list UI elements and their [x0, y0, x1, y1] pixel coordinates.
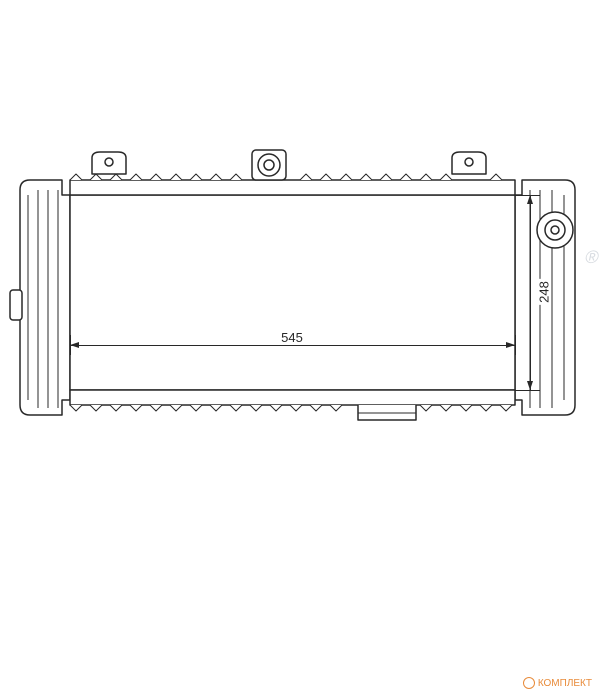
diagram-canvas: Nissens ®: [0, 0, 600, 695]
core-bottom-rail: [70, 390, 515, 405]
footer-brand-icon: [523, 677, 535, 689]
left-side-port: [10, 290, 22, 320]
crimp-bottom: [70, 405, 512, 411]
dimension-label-width: 545: [279, 330, 305, 345]
core: [70, 195, 515, 390]
right-port: [537, 212, 573, 248]
dimension-label-height: 248: [537, 279, 552, 305]
mount-hole-right: [465, 158, 473, 166]
dimension-line-width: [70, 345, 515, 346]
ext-line: [515, 335, 516, 355]
mount-hole-left: [105, 158, 113, 166]
core-top-rail: [70, 180, 515, 195]
footer-brand-text: КОМПЛЕКТ: [538, 678, 592, 689]
top-port: [252, 150, 286, 180]
dimension-line-height: [530, 195, 531, 390]
footer-brand: КОМПЛЕКТ: [523, 677, 592, 689]
ext-line: [515, 390, 540, 391]
